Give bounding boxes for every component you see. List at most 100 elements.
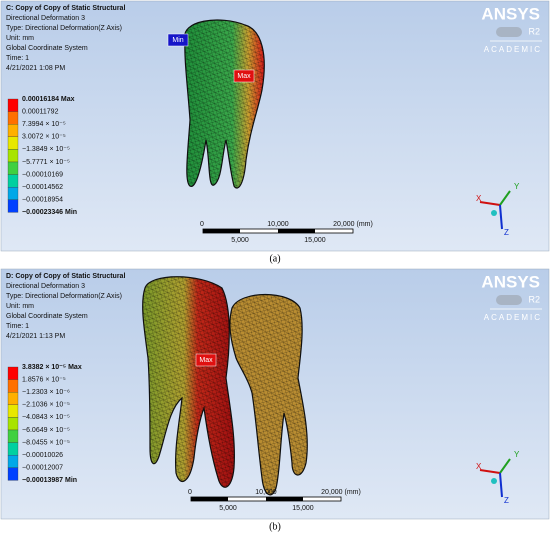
axis-label: X: [476, 194, 482, 203]
header-line: 4/21/2021 1:13 PM: [6, 333, 65, 340]
legend-swatch: [7, 111, 19, 125]
legend-label: −5.7771 × 10⁻⁵: [22, 159, 70, 166]
axis-label: Z: [504, 496, 509, 505]
header-line: Unit: mm: [6, 303, 34, 310]
legend-label: −8.0455 × 10⁻⁵: [22, 439, 70, 446]
caption: (b): [269, 521, 281, 532]
logo-academic: ACADEMIC: [484, 313, 542, 322]
legend-label: −0.00010169: [22, 171, 63, 178]
legend-swatch: [7, 429, 19, 443]
probe-tag: [167, 33, 189, 47]
header-line: Time: 1: [6, 55, 29, 62]
legend-swatch: [7, 174, 19, 188]
logo: ANSYS: [481, 4, 540, 23]
axis-label: X: [476, 462, 482, 471]
legend-label: 3.0072 × 10⁻⁵: [22, 134, 66, 141]
header-line: Global Coordinate System: [6, 313, 88, 320]
panel: D: Copy of Copy of Static Structural Dire…: [0, 268, 550, 532]
scale-label: 5,000: [231, 237, 249, 244]
legend-swatch: [7, 187, 19, 200]
legend-label: −0.00012007: [22, 465, 63, 472]
scale-label: 0: [200, 221, 204, 228]
legend-label: 0.00011792: [22, 108, 59, 115]
axis-origin: [491, 478, 497, 484]
probe-tag: [233, 69, 255, 83]
legend-swatch: [7, 199, 19, 213]
logo: ANSYS: [481, 272, 540, 291]
axis-label: Z: [504, 228, 509, 237]
scale-label: 10,000: [267, 221, 289, 228]
scale-bar-black: [191, 497, 228, 501]
logo-release: R2: [528, 26, 540, 36]
probe-tag: [195, 353, 217, 367]
header-title: C: Copy of Copy of Static Structural: [6, 5, 125, 12]
legend-swatch: [7, 161, 19, 175]
logo-release: R2: [528, 294, 540, 304]
logo-pill: [496, 27, 522, 37]
legend-label: 7.3994 × 10⁻⁵: [22, 121, 66, 128]
viewport: [0, 0, 550, 252]
header-title: D: Copy of Copy of Static Structural: [6, 273, 125, 280]
scale-label: 5,000: [219, 505, 237, 512]
scale-label: 15,000: [304, 237, 326, 244]
scale-label: 20,000 (mm): [333, 221, 373, 228]
header-line: Type: Directional Deformation(Z Axis): [6, 25, 122, 32]
axis-y: [499, 190, 511, 206]
axis-z: [499, 204, 503, 230]
axis-label: Y: [514, 450, 520, 459]
scale-bar-black: [278, 229, 315, 233]
probe-label: Max: [237, 73, 251, 80]
tooth-mesh: [184, 20, 265, 189]
header-line: Global Coordinate System: [6, 45, 88, 52]
scale-bar-black: [203, 229, 240, 233]
legend-label: −0.00018954: [22, 197, 63, 204]
legend-label: −0.00013987 Min: [22, 477, 77, 484]
header-line: Time: 1: [6, 323, 29, 330]
legend-swatch: [7, 455, 19, 468]
axis-x: [479, 469, 501, 474]
legend-swatch: [7, 392, 19, 405]
axis-origin: [491, 210, 497, 216]
legend-label: −0.00023346 Min: [22, 209, 77, 216]
axis-x: [479, 201, 501, 206]
axis-label: Y: [514, 182, 520, 191]
scale-label: 20,000 (mm): [321, 489, 361, 496]
logo-pill: [496, 295, 522, 305]
caption: (a): [269, 253, 280, 264]
scale-label: 10,000: [255, 489, 277, 496]
scale-label: 0: [188, 489, 192, 496]
tooth-mesh: [142, 276, 235, 488]
header-line: Type: Directional Deformation(Z Axis): [6, 293, 122, 300]
legend-label: 3.8382 × 10⁻⁵ Max: [22, 364, 82, 371]
tooth-mesh: [229, 294, 308, 495]
header-line: Directional Deformation 3: [6, 283, 85, 290]
scale-bar-black: [266, 497, 303, 501]
legend-label: −6.0649 × 10⁻⁵: [22, 427, 70, 434]
header-line: 4/21/2021 1:08 PM: [6, 65, 65, 72]
panel: C: Copy of Copy of Static Structural Dire…: [0, 0, 550, 264]
legend-swatch: [7, 136, 19, 150]
legend-label: −1.3849 × 10⁻⁵: [22, 146, 70, 153]
legend-label: −1.2303 × 10⁻⁶: [22, 389, 70, 396]
logo-academic: ACADEMIC: [484, 45, 542, 54]
axis-y: [499, 458, 511, 474]
legend-swatch: [7, 379, 19, 393]
legend-label: −4.0843 × 10⁻⁵: [22, 414, 70, 421]
axis-z: [499, 472, 503, 498]
legend-label: 1.8576 × 10⁻⁵: [22, 376, 66, 383]
legend-label: −2.1036 × 10⁻⁵: [22, 402, 70, 409]
legend-swatch: [7, 417, 19, 431]
legend-swatch: [7, 124, 19, 137]
header-line: Unit: mm: [6, 35, 34, 42]
legend-label: −0.00014562: [22, 184, 63, 191]
legend-label: 0.00016184 Max: [22, 96, 75, 103]
legend-swatch: [7, 467, 19, 481]
legend-swatch: [7, 98, 19, 112]
legend-swatch: [7, 366, 19, 380]
probe-label: Max: [199, 357, 213, 364]
scale-label: 15,000: [292, 505, 314, 512]
header-line: Directional Deformation 3: [6, 15, 85, 22]
legend-label: −0.00010026: [22, 452, 63, 459]
legend-swatch: [7, 404, 19, 418]
